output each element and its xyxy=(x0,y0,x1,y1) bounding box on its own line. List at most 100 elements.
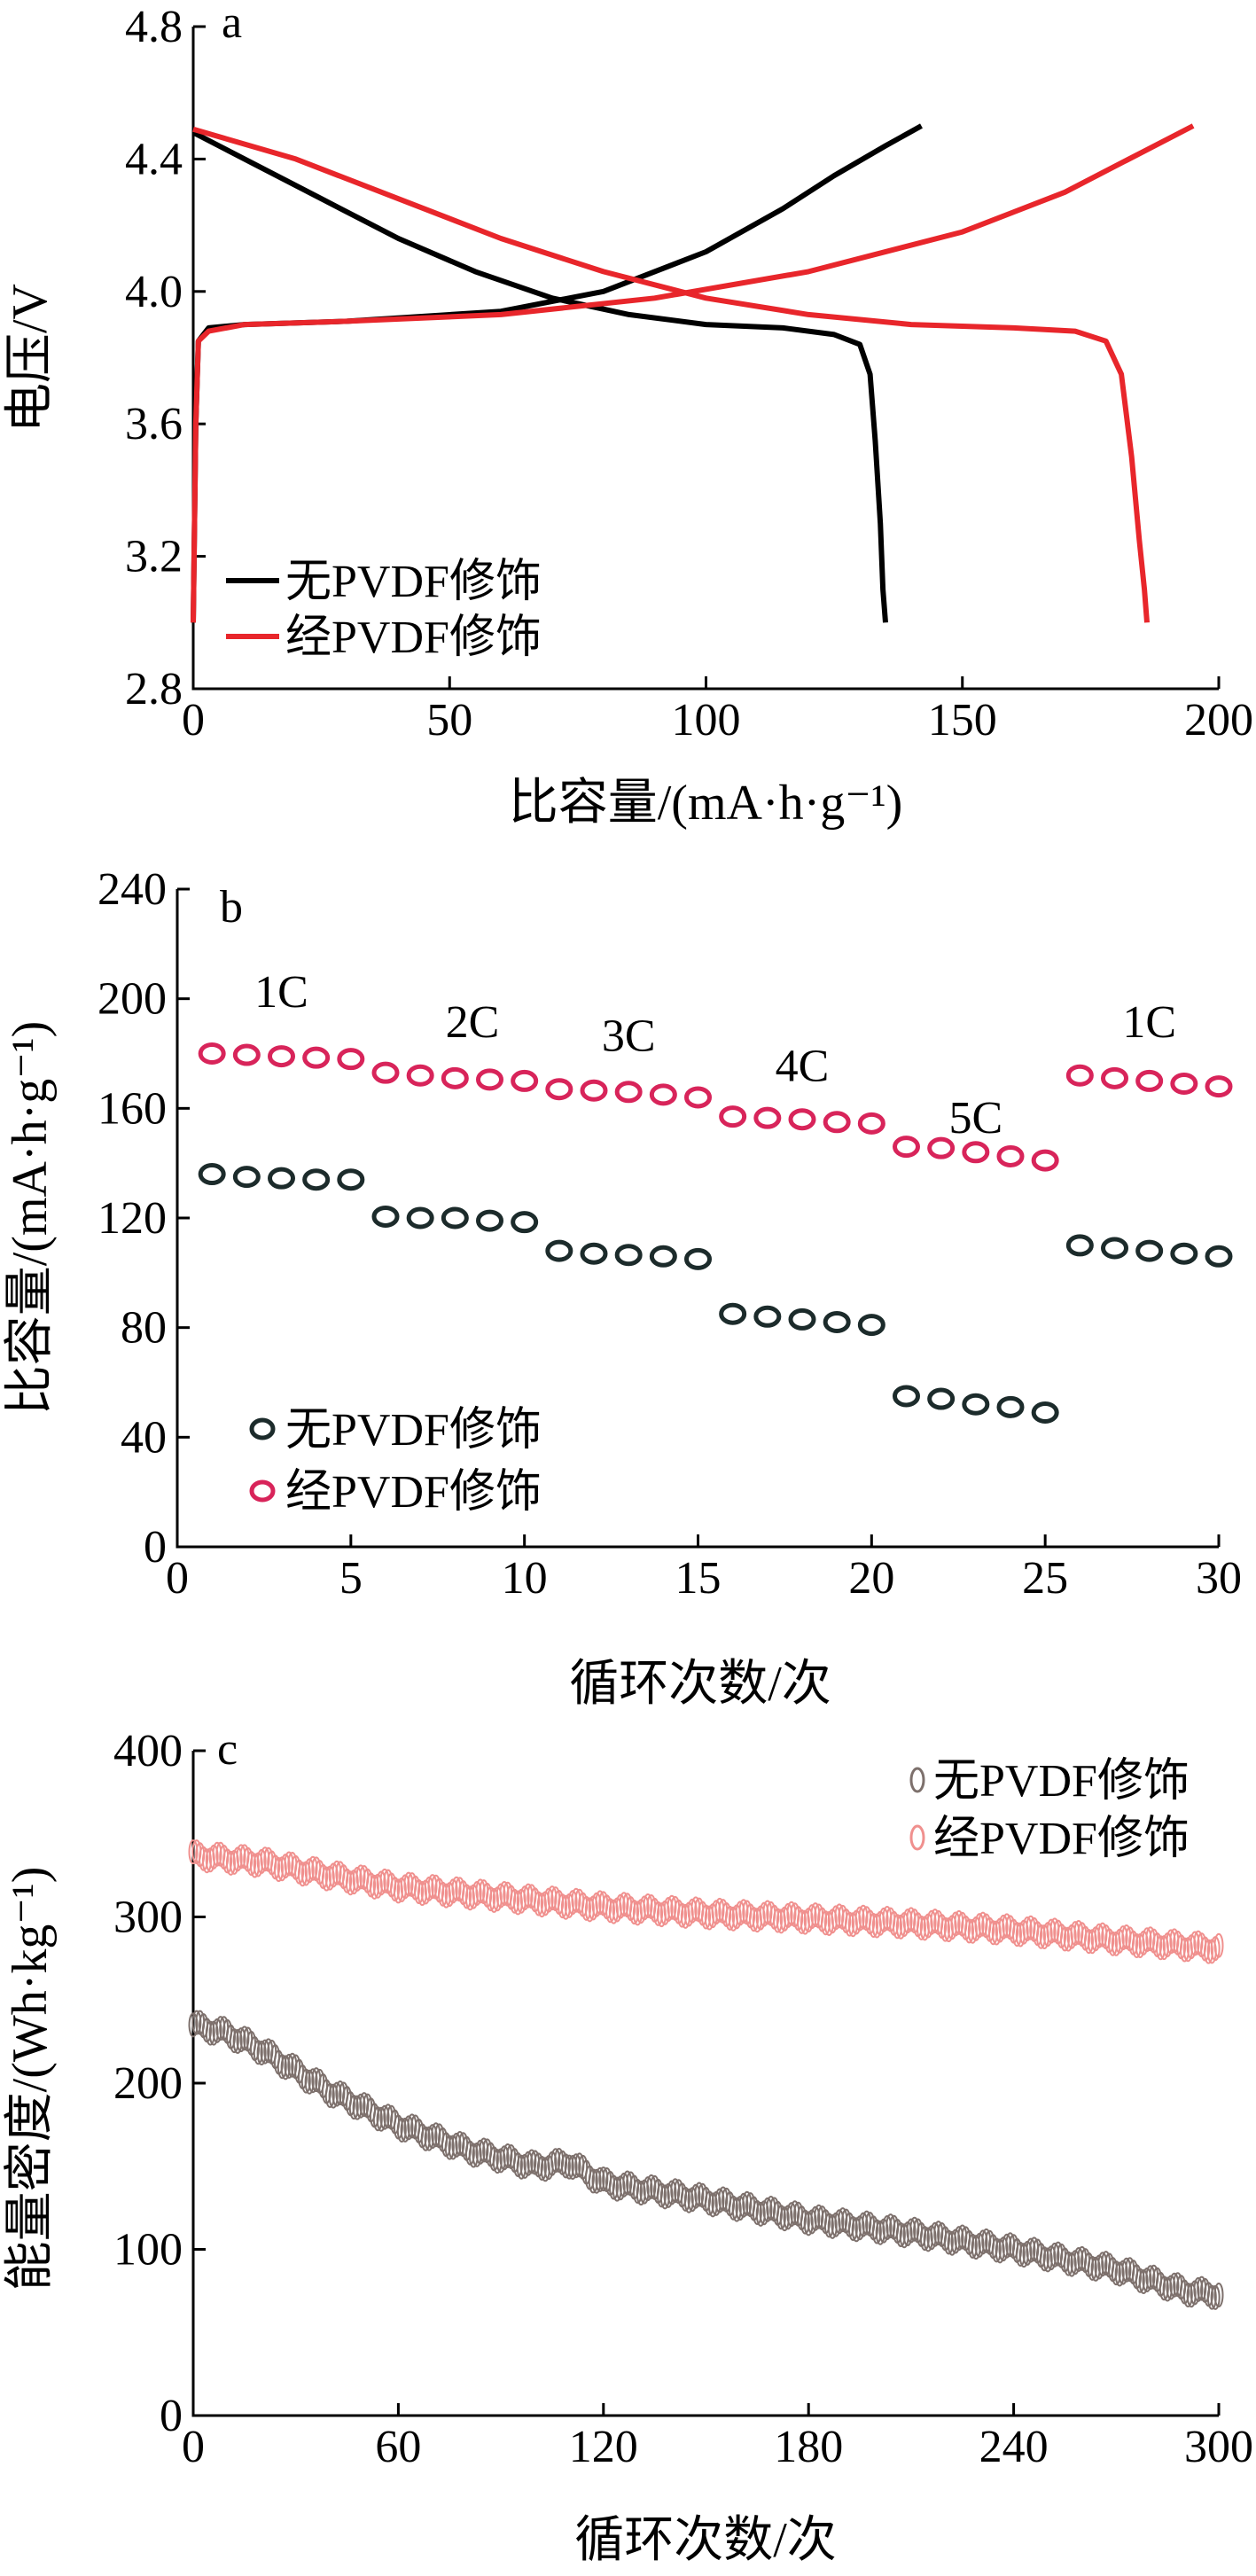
series-1-point xyxy=(499,1880,510,1906)
series-1-point xyxy=(823,1111,851,1134)
series-1-point xyxy=(1190,1931,1200,1956)
series-1-point xyxy=(987,1920,998,1946)
series-0-point xyxy=(858,2212,869,2237)
series-0-point xyxy=(476,1209,503,1232)
series-0-point xyxy=(1026,2237,1036,2263)
series-0-point xyxy=(882,2215,893,2241)
x-tick-label: 0 xyxy=(182,2422,205,2472)
series-1-point xyxy=(783,1902,793,1928)
series-0-point xyxy=(680,2186,690,2212)
series-0-point xyxy=(595,2166,605,2192)
panel-a-legend-label-1: 经PVDF修饰 xyxy=(285,613,542,663)
series-0-point xyxy=(302,1168,331,1191)
series-1-point xyxy=(441,1066,469,1089)
series-0-point xyxy=(1135,2268,1145,2293)
panel-a-legend: 无PVDF修饰 经PVDF修饰 xyxy=(226,557,542,663)
series-0-point xyxy=(719,1302,747,1325)
x-tick-label: 10 xyxy=(502,1553,548,1604)
series-0-point xyxy=(788,1308,816,1331)
series-0-point xyxy=(308,2068,318,2094)
series-1-point xyxy=(684,1086,712,1109)
series-1-point xyxy=(400,1874,410,1900)
series-1-point xyxy=(1059,1926,1070,1952)
series-1-point xyxy=(1101,1066,1128,1089)
series-1-point xyxy=(735,1901,745,1926)
series-0-point xyxy=(260,2039,270,2065)
series-0-point xyxy=(643,2176,653,2202)
series-0-point xyxy=(1073,2247,1084,2273)
series-0-point xyxy=(468,2143,479,2168)
series-1-point xyxy=(270,1854,281,1880)
panel-a-x-axis-label: 比容量/(mA·h·g⁻¹) xyxy=(509,776,903,831)
series-0-point xyxy=(492,2149,503,2174)
panel-c-legend-marker-0 xyxy=(909,1767,925,1793)
series-1-point xyxy=(844,1911,854,1937)
series-1-point xyxy=(1155,1935,1166,1961)
series-1-point xyxy=(649,1083,677,1106)
series-0-point xyxy=(545,1239,573,1262)
series-1-point xyxy=(1179,1937,1190,1963)
series-1-point xyxy=(376,1870,386,1896)
series-1-point xyxy=(337,1048,365,1071)
series-1-point xyxy=(902,1909,913,1934)
series-1-point xyxy=(302,1046,331,1069)
series-1-point xyxy=(1035,1924,1046,1949)
series-1-point xyxy=(260,1846,270,1872)
series-1-point xyxy=(294,1859,305,1885)
series-0-point xyxy=(978,2229,988,2255)
panel-b-label: b xyxy=(220,882,243,933)
series-0-point xyxy=(906,2218,917,2244)
series-0-point xyxy=(232,1166,261,1189)
y-tick-label: 300 xyxy=(113,1893,183,1943)
y-tick-label: 240 xyxy=(98,864,167,915)
series-1-point xyxy=(232,1043,261,1066)
series-0-point xyxy=(376,2106,386,2132)
x-tick-label: 200 xyxy=(1184,695,1253,745)
series-1-point xyxy=(996,1144,1025,1167)
y-tick-label: 2.8 xyxy=(125,664,183,714)
series-1-point xyxy=(256,1848,267,1874)
series-1-point xyxy=(511,1069,539,1092)
series-0-point xyxy=(277,2054,287,2080)
series-0-point xyxy=(1002,2233,1012,2259)
rate-label: 2C xyxy=(446,997,500,1048)
series-1-point xyxy=(759,1901,769,1927)
panel-b-x-ticks: 0 5 10 15 20 25 30 xyxy=(166,1534,1242,1604)
x-tick-label: 20 xyxy=(848,1553,894,1604)
panel-c-x-axis-label: 循环次数/次 xyxy=(574,2513,837,2568)
series-0-point xyxy=(1166,2275,1176,2300)
series-0-point xyxy=(962,1393,990,1416)
series-0-point xyxy=(324,2083,335,2109)
x-tick-label: 150 xyxy=(928,695,997,745)
series-1-point xyxy=(222,1848,233,1874)
y-tick-label: 160 xyxy=(98,1083,167,1134)
series-0-point xyxy=(475,2139,486,2165)
panel-b-legend-marker-0 xyxy=(249,1417,276,1440)
series-1-point xyxy=(427,1874,438,1900)
series-1-point xyxy=(201,1848,212,1874)
series-0-point xyxy=(451,2132,462,2158)
series-0-point xyxy=(927,1387,956,1410)
series-0-point xyxy=(372,2106,383,2132)
series-0-point xyxy=(420,2126,431,2151)
panel-c-y-ticks: 0 100 200 300 400 xyxy=(113,1726,206,2441)
series-1-point xyxy=(615,1893,626,1919)
series-1-point xyxy=(369,1874,379,1900)
panel-b-rate-labels: 1C 2C 3C 4C 5C 1C xyxy=(254,967,1176,1144)
series-0-point xyxy=(967,2233,978,2259)
series-0-point xyxy=(488,2146,499,2172)
series-0-point xyxy=(444,2135,455,2160)
series-0-point xyxy=(1087,2255,1097,2281)
series-0-point xyxy=(523,2151,534,2176)
series-0-point xyxy=(1111,2260,1121,2286)
series-0-point xyxy=(1213,2282,1224,2307)
series-1-point xyxy=(472,1880,482,1906)
panel-b-y-ticks: 0 40 80 120 160 200 240 xyxy=(98,864,190,1573)
series-1-point xyxy=(345,1870,355,1896)
series-1-point xyxy=(1142,1927,1152,1953)
series-1-point xyxy=(1131,1933,1142,1959)
series-1-point xyxy=(687,1898,698,1924)
series-1-point xyxy=(414,1879,425,1905)
series-1-charge-curve xyxy=(191,123,1195,623)
y-tick-label: 200 xyxy=(98,974,167,1025)
